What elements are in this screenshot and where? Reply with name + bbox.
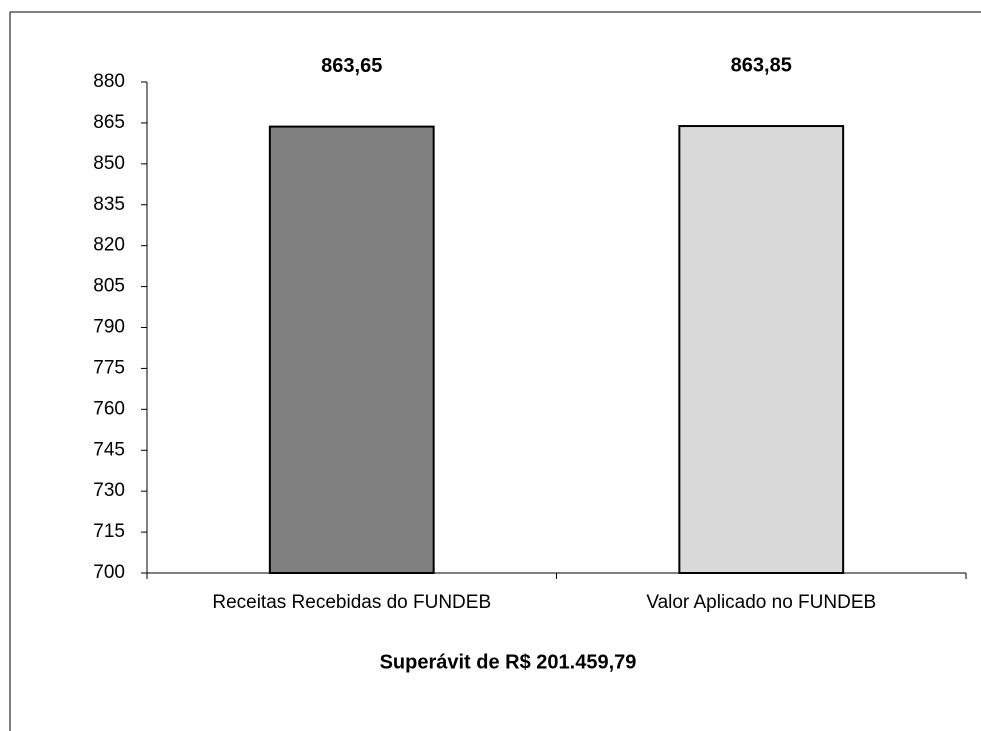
bar [268, 125, 435, 575]
y-tick-label: 835 [93, 194, 125, 215]
y-tick-label: 865 [93, 112, 125, 133]
y-tick-label: 805 [93, 276, 125, 297]
x-tick-label: Receitas Recebidas do FUNDEB [212, 592, 491, 613]
y-tick-label: 790 [93, 317, 125, 338]
value-label: 863,65 [321, 55, 382, 77]
y-tick-label: 880 [93, 71, 125, 92]
y-tick-label: 730 [93, 480, 125, 501]
x-axis-title: Superávit de R$ 201.459,79 [380, 651, 637, 673]
y-tick-label: 820 [93, 235, 125, 256]
y-tick-label: 760 [93, 398, 125, 419]
y-tick-label: 715 [93, 521, 125, 542]
x-tick-label: Valor Aplicado no FUNDEB [646, 592, 876, 613]
bar [678, 125, 845, 574]
y-tick-label: 775 [93, 357, 125, 378]
y-tick-label: 850 [93, 153, 125, 174]
value-label: 863,85 [731, 54, 792, 76]
y-tick-label: 700 [93, 562, 125, 583]
y-tick-label: 745 [93, 439, 125, 460]
